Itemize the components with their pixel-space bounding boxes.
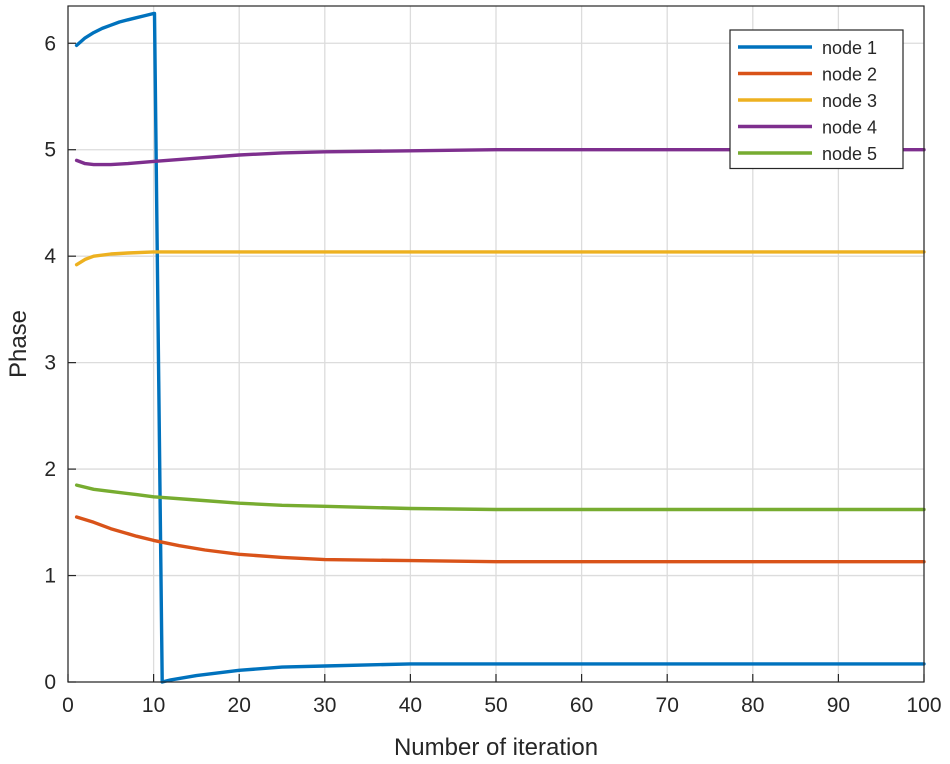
y-tick-label: 5	[44, 139, 56, 162]
y-axis-title: Phase	[5, 310, 32, 378]
x-tick-label: 80	[741, 694, 764, 717]
series-line-node-4	[74, 147, 926, 167]
x-axis-title: Number of iteration	[394, 734, 598, 761]
legend: node 1 node 2 node 3 node 4 node 5	[729, 29, 904, 170]
y-tick-label: 3	[44, 352, 56, 375]
series-line-node-1	[74, 11, 926, 684]
y-tick-label: 2	[44, 458, 56, 481]
x-tick-label: 20	[228, 694, 251, 717]
legend-label: node 5	[822, 144, 877, 164]
x-tick-label: 100	[906, 694, 941, 717]
legend-label: node 4	[822, 118, 877, 138]
y-tick-label: 4	[44, 245, 56, 268]
y-tick-label: 0	[44, 671, 56, 694]
y-tick-label: 6	[44, 32, 56, 55]
x-tick-label: 70	[656, 694, 679, 717]
x-tick-label: 60	[570, 694, 593, 717]
series-lines	[74, 11, 926, 684]
legend-label: node 3	[822, 91, 877, 111]
x-tick-label: 50	[484, 694, 507, 717]
x-tick-label: 30	[313, 694, 336, 717]
x-tick-label: 0	[62, 694, 74, 717]
legend-label: node 2	[822, 65, 877, 85]
legend-label: node 1	[822, 38, 877, 58]
series-line-node-5	[74, 483, 926, 512]
x-tick-label: 90	[827, 694, 850, 717]
x-tick-label: 10	[142, 694, 165, 717]
x-tick-label: 40	[399, 694, 422, 717]
axis-ticks: 0 10 20 30 40 50 60 70 80 90 100 0 1 2 3 4 5 6	[44, 32, 941, 717]
y-tick-label: 1	[44, 565, 56, 588]
series-line-node-3	[74, 250, 926, 267]
series-line-node-2	[74, 515, 926, 564]
